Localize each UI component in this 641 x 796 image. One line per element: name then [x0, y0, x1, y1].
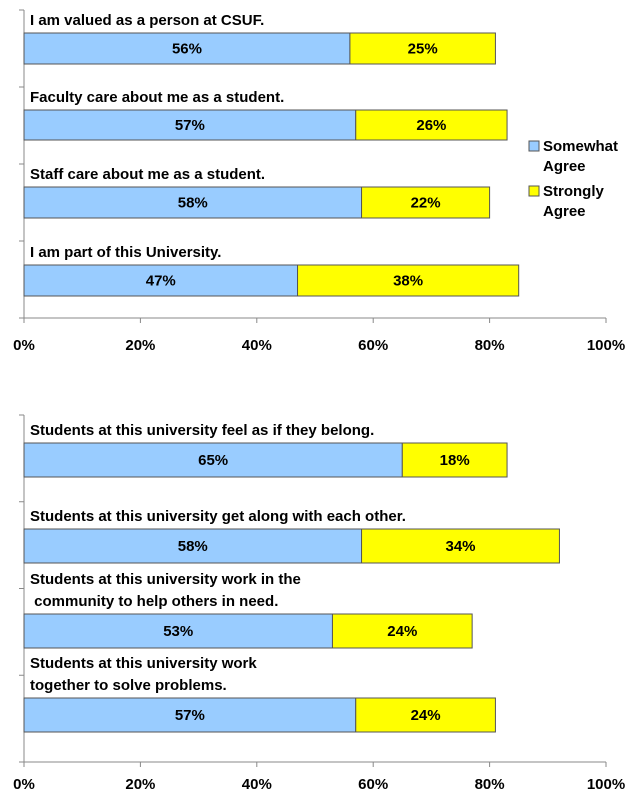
text-line: Agree	[543, 158, 586, 175]
text-line: together to solve problems.	[30, 677, 227, 694]
x-tick-label: 20%	[125, 337, 155, 354]
category-label: I am valued as a person at CSUF.	[30, 12, 264, 29]
bar-segment	[23, 613, 333, 649]
x-tick-label: 20%	[125, 776, 155, 793]
bar-segment	[23, 697, 357, 733]
legend-swatch	[528, 185, 540, 197]
x-tick-label: 60%	[358, 337, 388, 354]
value-label: 53%	[163, 623, 193, 640]
legend-label: Somewhat Agree	[543, 138, 618, 175]
value-label: 65%	[198, 452, 228, 469]
value-label: 58%	[178, 194, 208, 211]
legend-swatch	[528, 140, 540, 152]
value-label: 56%	[172, 40, 202, 57]
value-label: 26%	[416, 117, 446, 134]
x-tick-label: 100%	[587, 776, 625, 793]
value-label: 22%	[411, 194, 441, 211]
x-tick-label: 80%	[475, 337, 505, 354]
value-label: 25%	[408, 40, 438, 57]
category-label: I am part of this University.	[30, 244, 221, 261]
category-label: Students at this university feel as if t…	[30, 422, 374, 439]
category-label: Students at this university get along wi…	[30, 508, 406, 525]
x-tick-label: 0%	[13, 337, 35, 354]
bar-segment	[23, 186, 363, 219]
text-line: Agree	[543, 203, 586, 220]
bar-segment	[349, 32, 496, 65]
value-label: 58%	[178, 538, 208, 555]
x-tick-label: 100%	[587, 337, 625, 354]
bar-segment	[355, 109, 508, 141]
x-tick-label: 60%	[358, 776, 388, 793]
category-label: Students at this university work together…	[30, 655, 257, 694]
value-label: 57%	[175, 707, 205, 724]
bar-segment	[401, 442, 508, 478]
x-tick-label: 0%	[13, 776, 35, 793]
value-label: 57%	[175, 117, 205, 134]
bar-segment	[355, 697, 496, 733]
text-line: Somewhat	[543, 138, 618, 155]
x-tick-label: 40%	[242, 776, 272, 793]
text-line: community to help others in need.	[30, 593, 278, 610]
category-label: Students at this university work in the …	[30, 571, 301, 610]
text-line: Students at this university work	[30, 655, 257, 672]
text-line: Strongly	[543, 183, 604, 200]
bar-segment	[297, 264, 520, 297]
bar-segment	[23, 109, 357, 141]
value-label: 47%	[146, 272, 176, 289]
category-label: Faculty care about me as a student.	[30, 89, 284, 106]
legend-label: Strongly Agree	[543, 183, 604, 220]
bar-segment	[361, 186, 491, 219]
x-tick-label: 40%	[242, 337, 272, 354]
bar-segment	[23, 264, 299, 297]
bar-segment	[23, 528, 363, 564]
category-label: Staff care about me as a student.	[30, 166, 265, 183]
bar-segment	[331, 613, 473, 649]
text-line: Students at this university work in the	[30, 571, 301, 588]
value-label: 34%	[445, 538, 475, 555]
value-label: 38%	[393, 272, 423, 289]
bar-segment	[361, 528, 560, 564]
value-label: 18%	[440, 452, 470, 469]
x-tick-label: 80%	[475, 776, 505, 793]
value-label: 24%	[411, 707, 441, 724]
value-label: 24%	[387, 623, 417, 640]
